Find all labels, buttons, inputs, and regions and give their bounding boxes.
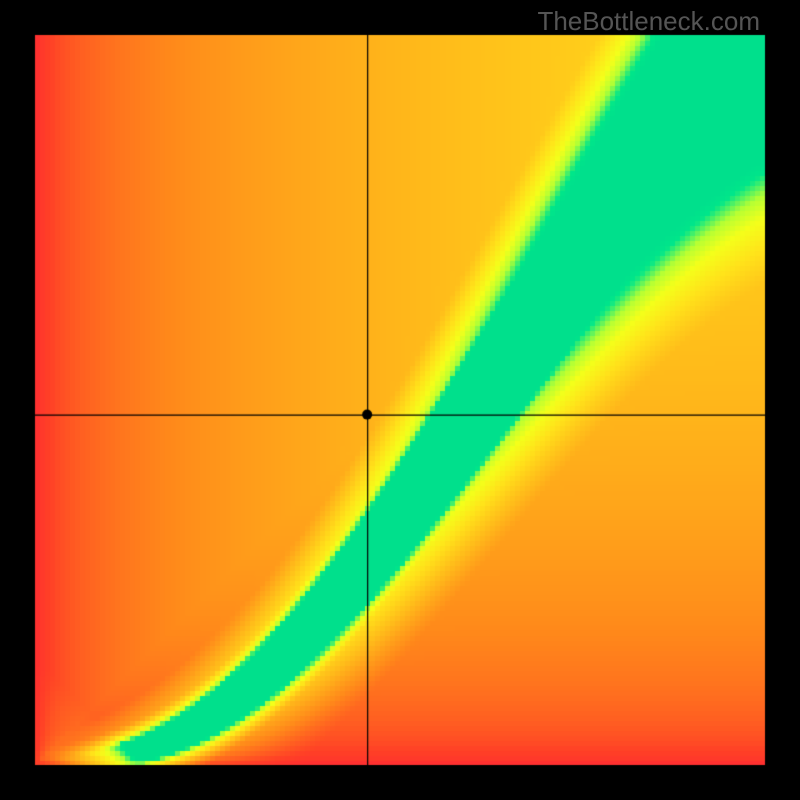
watermark-text: TheBottleneck.com bbox=[537, 6, 760, 37]
bottleneck-heatmap bbox=[0, 0, 800, 800]
